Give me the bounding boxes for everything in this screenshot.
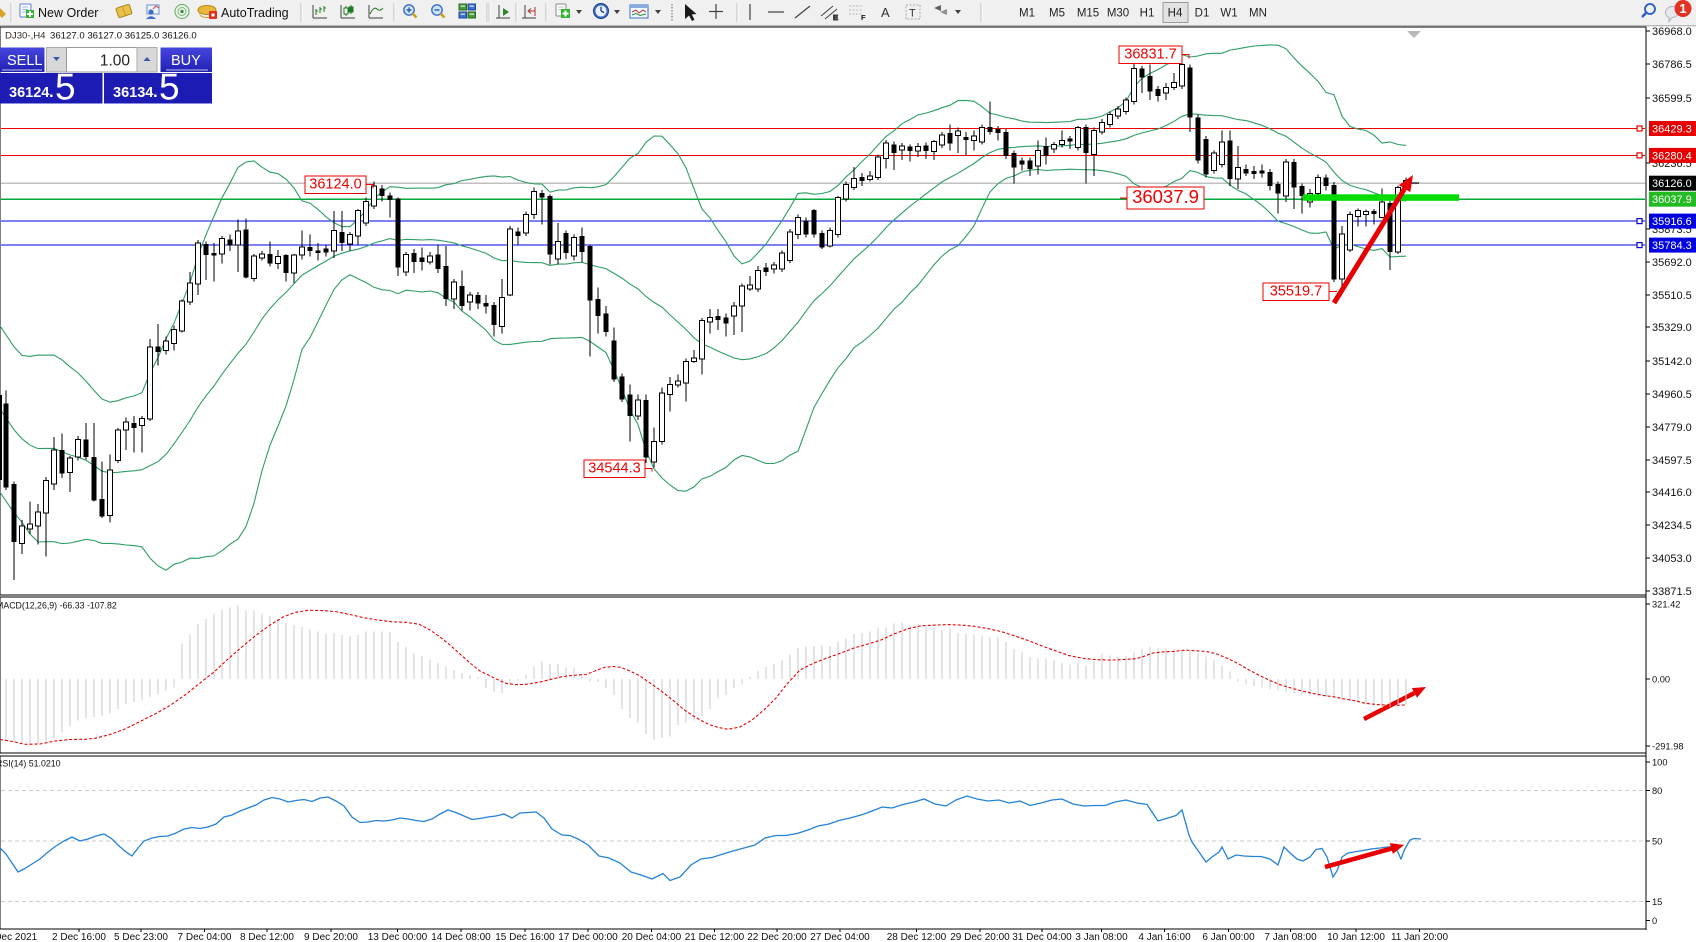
svg-text:6 Jan 00:00: 6 Jan 00:00: [1202, 932, 1255, 942]
svg-text:H4: H4: [1168, 8, 1183, 20]
svg-text:3 Jan 08:00: 3 Jan 08:00: [1075, 932, 1128, 942]
svg-text:T: T: [909, 8, 916, 20]
svg-text:5: 5: [55, 67, 76, 108]
svg-text:0.00: 0.00: [1652, 675, 1670, 685]
svg-text:22 Dec 20:00: 22 Dec 20:00: [747, 932, 807, 942]
svg-text:M1: M1: [1019, 8, 1035, 20]
svg-text:1.00: 1.00: [100, 53, 131, 70]
svg-text:35916.6: 35916.6: [1652, 216, 1692, 228]
svg-text:27 Dec 04:00: 27 Dec 04:00: [810, 932, 870, 942]
svg-text:5: 5: [159, 67, 180, 108]
svg-text:MACD(12,26,9) -66.33 -107.82: MACD(12,26,9) -66.33 -107.82: [0, 601, 117, 611]
svg-text:35510.5: 35510.5: [1652, 290, 1692, 302]
svg-text:DJ30-,H4: DJ30-,H4: [5, 31, 46, 42]
svg-text:17 Dec 00:00: 17 Dec 00:00: [558, 932, 618, 942]
svg-text:35692.0: 35692.0: [1652, 257, 1692, 269]
svg-text:13 Dec 00:00: 13 Dec 00:00: [368, 932, 428, 942]
svg-text:7 Dec 04:00: 7 Dec 04:00: [178, 932, 232, 942]
svg-text:36786.5: 36786.5: [1652, 59, 1692, 71]
svg-text:New Order: New Order: [38, 6, 98, 20]
svg-text:1: 1: [1679, 1, 1686, 16]
svg-text:35142.0: 35142.0: [1652, 356, 1692, 368]
svg-text:34544.3: 34544.3: [588, 461, 640, 477]
svg-text:10 Jan 12:00: 10 Jan 12:00: [1327, 932, 1385, 942]
svg-text:100: 100: [1652, 758, 1668, 768]
svg-text:20 Dec 04:00: 20 Dec 04:00: [622, 932, 682, 942]
svg-text:35329.0: 35329.0: [1652, 322, 1692, 334]
svg-text:21 Dec 12:00: 21 Dec 12:00: [685, 932, 745, 942]
svg-text:33871.5: 33871.5: [1652, 586, 1692, 598]
svg-text:9 Dec 20:00: 9 Dec 20:00: [304, 932, 358, 942]
svg-text:BUY: BUY: [171, 53, 201, 69]
svg-text:36124: 36124: [9, 85, 49, 101]
svg-text:29 Dec 20:00: 29 Dec 20:00: [950, 932, 1010, 942]
svg-text:-291.98: -291.98: [1652, 742, 1684, 752]
svg-text:W1: W1: [1220, 8, 1237, 20]
svg-text:.: .: [153, 82, 158, 101]
svg-text:5 Dec 23:00: 5 Dec 23:00: [114, 932, 168, 942]
svg-text:34779.0: 34779.0: [1652, 422, 1692, 434]
svg-text:36280.4: 36280.4: [1652, 150, 1692, 162]
svg-text:14 Dec 08:00: 14 Dec 08:00: [431, 932, 491, 942]
svg-text:7 Jan 08:00: 7 Jan 08:00: [1264, 932, 1317, 942]
svg-text:34234.5: 34234.5: [1652, 520, 1692, 532]
svg-text:36037.9: 36037.9: [1652, 194, 1692, 206]
svg-text:.: .: [49, 82, 54, 101]
svg-text:36429.3: 36429.3: [1652, 124, 1692, 136]
svg-text:34597.5: 34597.5: [1652, 455, 1692, 467]
svg-text:34053.0: 34053.0: [1652, 553, 1692, 565]
svg-text:SELL: SELL: [7, 53, 42, 69]
svg-text:F: F: [861, 13, 866, 22]
svg-text:36831.7: 36831.7: [1124, 47, 1176, 63]
svg-text:8 Dec 12:00: 8 Dec 12:00: [240, 932, 294, 942]
svg-text:36124.0: 36124.0: [309, 177, 361, 193]
svg-text:2 Dec 16:00: 2 Dec 16:00: [52, 932, 106, 942]
svg-text:M30: M30: [1107, 8, 1129, 20]
svg-text:34416.0: 34416.0: [1652, 487, 1692, 499]
svg-text:15 Dec 16:00: 15 Dec 16:00: [495, 932, 555, 942]
svg-text:AutoTrading: AutoTrading: [221, 6, 289, 20]
svg-text:36037.9: 36037.9: [1132, 186, 1199, 207]
svg-text:H1: H1: [1140, 8, 1155, 20]
svg-text:36126.0: 36126.0: [1652, 178, 1692, 190]
svg-text:E: E: [833, 13, 838, 22]
svg-text:36127.0 36127.0 36125.0 36126.: 36127.0 36127.0 36125.0 36126.0: [50, 31, 197, 42]
svg-text:35784.3: 35784.3: [1652, 240, 1692, 252]
svg-text:M15: M15: [1077, 8, 1099, 20]
svg-text:321.42: 321.42: [1652, 600, 1680, 610]
svg-text:50: 50: [1652, 837, 1662, 847]
svg-text:M5: M5: [1049, 8, 1065, 20]
svg-text:35519.7: 35519.7: [1270, 284, 1322, 300]
svg-text:RSI(14) 51.0210: RSI(14) 51.0210: [0, 759, 61, 769]
svg-text:D1: D1: [1195, 8, 1210, 20]
svg-text:4 Jan 16:00: 4 Jan 16:00: [1138, 932, 1191, 942]
svg-text:0: 0: [1652, 916, 1657, 926]
svg-text:36134: 36134: [113, 85, 153, 101]
svg-text:15: 15: [1652, 897, 1662, 907]
svg-text:80: 80: [1652, 786, 1662, 796]
svg-text:1 Dec 2021: 1 Dec 2021: [0, 932, 38, 942]
svg-text:A: A: [881, 5, 890, 20]
svg-text:MN: MN: [1249, 8, 1267, 20]
svg-text:34960.5: 34960.5: [1652, 389, 1692, 401]
svg-text:31 Dec 04:00: 31 Dec 04:00: [1012, 932, 1072, 942]
svg-text:11 Jan 20:00: 11 Jan 20:00: [1391, 932, 1449, 942]
svg-text:36599.5: 36599.5: [1652, 93, 1692, 105]
svg-text:28 Dec 12:00: 28 Dec 12:00: [887, 932, 947, 942]
svg-text:36968.0: 36968.0: [1652, 26, 1692, 38]
